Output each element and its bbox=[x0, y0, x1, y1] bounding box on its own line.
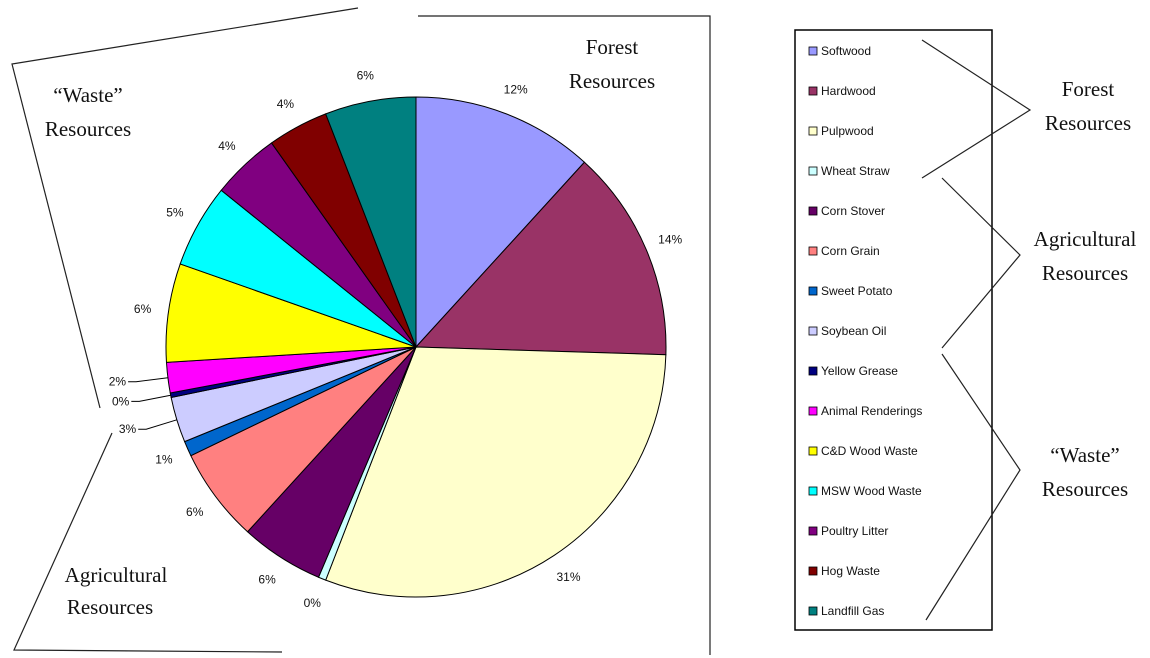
legend-swatch-msw-wood-waste bbox=[808, 486, 818, 496]
legend-item-pulpwood: Pulpwood bbox=[808, 124, 874, 138]
agricultural-bracket bbox=[13, 432, 283, 653]
pie-slice-hardwood bbox=[414, 161, 667, 356]
forest-label-line2: Resources bbox=[569, 69, 655, 93]
legend-forest-label-line2: Resources bbox=[1045, 111, 1131, 135]
pie-label-pulpwood: 31% bbox=[556, 570, 580, 584]
pie-leader-lines bbox=[128, 377, 177, 430]
legend-swatch-landfill-gas bbox=[808, 606, 818, 616]
legend-item-corn-grain: Corn Grain bbox=[808, 244, 880, 258]
pie-percent-labels: 12% 14% 31% 0% 6% 6% 1% 3% 0% 2% 6% 5% 4% 4% 6% bbox=[109, 69, 683, 610]
legend-text-corn-stover: Corn Stover bbox=[821, 204, 885, 218]
legend-swatch-animal-renderings bbox=[808, 406, 818, 416]
legend-swatch-hog-waste bbox=[808, 566, 818, 576]
legend-swatch-pulpwood bbox=[808, 126, 818, 136]
legend-item-msw-wood-waste: MSW Wood Waste bbox=[808, 484, 922, 498]
legend-text-poultry-litter: Poultry Litter bbox=[821, 524, 888, 538]
legend-text-wheat-straw: Wheat Straw bbox=[821, 164, 890, 178]
legend-item-poultry-litter: Poultry Litter bbox=[808, 524, 888, 538]
legend-text-animal-renderings: Animal Renderings bbox=[821, 404, 922, 418]
legend-text-pulpwood: Pulpwood bbox=[821, 124, 874, 138]
legend-item-candd-wood-waste: C&D Wood Waste bbox=[808, 444, 918, 458]
legend-item-soybean-oil: Soybean Oil bbox=[808, 324, 886, 338]
legend-swatch-softwood bbox=[808, 46, 818, 56]
legend-waste-label-line2: Resources bbox=[1042, 477, 1128, 501]
legend-swatch-corn-stover bbox=[808, 206, 818, 216]
waste-bracket bbox=[11, 7, 359, 409]
legend-item-yellow-grease: Yellow Grease bbox=[808, 364, 898, 378]
legend-swatch-corn-grain bbox=[808, 246, 818, 256]
forest-bracket bbox=[418, 15, 711, 655]
legend-item-sweet-potato: Sweet Potato bbox=[808, 284, 893, 298]
legend-waste-connector bbox=[925, 353, 1021, 621]
leader-line-yellow-grease bbox=[131, 394, 171, 402]
pie-label-hardwood: 14% bbox=[658, 232, 682, 246]
leader-line-soybean-oil bbox=[138, 419, 177, 430]
legend-text-softwood: Softwood bbox=[821, 44, 871, 58]
legend-item-animal-renderings: Animal Renderings bbox=[808, 404, 922, 418]
forest-label-line1: Forest bbox=[586, 35, 639, 59]
pie-label-corn-stover: 6% bbox=[258, 572, 276, 586]
pie-label-sweet-potato: 1% bbox=[155, 452, 173, 466]
pie-slice-pulpwood bbox=[325, 346, 667, 598]
legend-swatch-yellow-grease bbox=[808, 366, 818, 376]
pie-label-wheat-straw: 0% bbox=[304, 596, 322, 610]
pie-label-corn-grain: 6% bbox=[186, 505, 204, 519]
legend-swatch-poultry-litter bbox=[808, 526, 818, 536]
pie-label-softwood: 12% bbox=[504, 83, 528, 97]
leader-line-animal-renderings bbox=[128, 377, 168, 383]
waste-label-line1: “Waste” bbox=[53, 83, 122, 107]
legend-text-corn-grain: Corn Grain bbox=[821, 244, 880, 258]
legend-agricultural-connector bbox=[941, 177, 1021, 349]
legend-item-hog-waste: Hog Waste bbox=[808, 564, 880, 578]
legend-box bbox=[794, 29, 993, 631]
agricultural-label-line2: Resources bbox=[67, 595, 153, 619]
legend-swatch-candd-wood-waste bbox=[808, 446, 818, 456]
pie-label-yellow-grease: 0% bbox=[112, 394, 130, 408]
legend: Softwood Hardwood Pulpwood Wheat Straw Corn … bbox=[808, 44, 922, 618]
pie-label-soybean-oil: 3% bbox=[119, 422, 137, 436]
pie-slice-softwood bbox=[415, 96, 586, 349]
legend-text-hardwood: Hardwood bbox=[821, 84, 876, 98]
pie-label-msw-wood-waste: 5% bbox=[166, 206, 184, 220]
pie-label-hog-waste: 4% bbox=[277, 97, 295, 111]
legend-text-candd-wood-waste: C&D Wood Waste bbox=[821, 444, 918, 458]
waste-label-line2: Resources bbox=[45, 117, 131, 141]
pie-label-poultry-litter: 4% bbox=[218, 139, 236, 153]
pie-label-animal-renderings: 2% bbox=[109, 375, 127, 389]
legend-item-softwood: Softwood bbox=[808, 44, 871, 58]
pie-label-candd-wood-waste: 6% bbox=[134, 302, 152, 316]
legend-agricultural-label-line2: Resources bbox=[1042, 261, 1128, 285]
legend-waste-label-line1: “Waste” bbox=[1050, 443, 1119, 467]
legend-item-landfill-gas: Landfill Gas bbox=[808, 604, 884, 618]
legend-swatch-wheat-straw bbox=[808, 166, 818, 176]
legend-text-yellow-grease: Yellow Grease bbox=[821, 364, 898, 378]
legend-forest-connector bbox=[921, 39, 1032, 179]
pie-label-landfill-gas: 6% bbox=[357, 69, 375, 83]
legend-agricultural-label-line1: Agricultural bbox=[1034, 227, 1137, 251]
legend-text-msw-wood-waste: MSW Wood Waste bbox=[821, 484, 922, 498]
legend-text-landfill-gas: Landfill Gas bbox=[821, 604, 884, 618]
legend-item-hardwood: Hardwood bbox=[808, 84, 876, 98]
legend-swatch-hardwood bbox=[808, 86, 818, 96]
legend-item-wheat-straw: Wheat Straw bbox=[808, 164, 890, 178]
legend-swatch-soybean-oil bbox=[808, 326, 818, 336]
legend-forest-label-line1: Forest bbox=[1062, 77, 1115, 101]
pie-slice-landfill-gas bbox=[325, 96, 417, 348]
agricultural-label-line1: Agricultural bbox=[65, 563, 168, 587]
legend-text-sweet-potato: Sweet Potato bbox=[821, 284, 893, 298]
pie-slices bbox=[165, 96, 667, 598]
legend-text-soybean-oil: Soybean Oil bbox=[821, 324, 886, 338]
legend-swatch-sweet-potato bbox=[808, 286, 818, 296]
legend-text-hog-waste: Hog Waste bbox=[821, 564, 880, 578]
legend-item-corn-stover: Corn Stover bbox=[808, 204, 885, 218]
